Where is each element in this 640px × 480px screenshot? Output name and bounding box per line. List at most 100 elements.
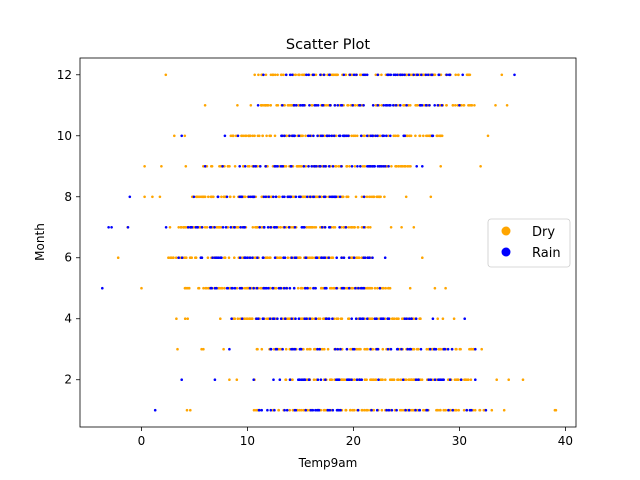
data-point-dry: [363, 347, 366, 351]
data-point-dry: [420, 378, 424, 382]
data-point-dry: [374, 378, 378, 382]
data-point-rain: [386, 347, 390, 351]
legend-label-rain: Rain: [532, 246, 561, 261]
data-point-rain: [293, 256, 297, 260]
data-point-rain: [252, 378, 255, 382]
data-point-dry: [438, 347, 441, 351]
data-point-rain: [468, 408, 472, 412]
data-point-rain: [306, 134, 310, 138]
data-point-dry: [203, 195, 207, 199]
data-point-dry: [436, 317, 440, 321]
data-point-rain: [433, 378, 437, 382]
data-point-rain: [255, 286, 259, 290]
data-point-rain: [339, 408, 342, 412]
data-point-rain: [332, 134, 336, 138]
data-point-rain: [403, 317, 407, 321]
data-point-rain: [394, 104, 398, 107]
data-point-rain: [321, 134, 325, 138]
data-point-dry: [253, 73, 256, 77]
data-point-rain: [340, 165, 343, 168]
data-point-rain: [359, 134, 363, 138]
data-point-rain: [340, 256, 343, 260]
data-point-rain: [283, 226, 286, 229]
y-tick-label: 2: [64, 373, 72, 387]
data-point-rain: [314, 408, 317, 412]
data-point-dry: [344, 73, 348, 77]
data-point-rain: [420, 104, 424, 107]
data-point-dry: [380, 286, 384, 290]
data-point-rain: [248, 286, 252, 290]
data-point-dry: [376, 286, 379, 290]
data-point-dry: [264, 73, 268, 77]
data-point-rain: [420, 73, 423, 77]
data-point-rain: [282, 286, 286, 290]
data-point-rain: [305, 73, 308, 77]
data-point-rain: [180, 378, 183, 382]
legend-label-dry: Dry: [532, 225, 555, 240]
data-point-rain: [437, 73, 441, 77]
data-point-dry: [469, 378, 473, 382]
data-point-rain: [257, 317, 260, 321]
data-point-dry: [353, 134, 357, 138]
data-point-dry: [182, 226, 185, 229]
data-point-rain: [319, 73, 322, 77]
data-point-dry: [387, 286, 390, 290]
data-point-dry: [246, 165, 250, 168]
data-point-rain: [378, 286, 382, 290]
data-point-rain: [269, 226, 273, 229]
data-point-rain: [288, 134, 291, 138]
data-point-dry: [316, 195, 319, 199]
data-point-rain: [284, 73, 288, 77]
data-point-rain: [301, 104, 304, 107]
data-point-rain: [283, 408, 286, 412]
data-point-dry: [249, 317, 253, 321]
data-point-rain: [295, 104, 298, 107]
y-tick-label: 6: [64, 251, 72, 265]
data-point-rain: [186, 226, 190, 229]
data-point-rain: [447, 408, 450, 412]
data-point-rain: [406, 347, 409, 351]
data-point-rain: [278, 378, 282, 382]
data-point-rain: [293, 226, 297, 229]
data-point-dry: [179, 226, 183, 229]
data-point-rain: [283, 195, 286, 199]
data-point-dry: [380, 378, 384, 382]
data-point-dry: [416, 104, 420, 107]
data-point-rain: [218, 256, 222, 260]
data-point-rain: [322, 165, 326, 168]
data-point-dry: [366, 226, 370, 229]
data-point-rain: [285, 286, 289, 290]
data-point-rain: [313, 104, 317, 107]
data-point-rain: [213, 226, 216, 229]
data-point-rain: [383, 165, 387, 168]
data-point-dry: [363, 165, 367, 168]
data-point-rain: [318, 195, 322, 199]
data-point-rain: [251, 256, 254, 260]
data-point-dry: [468, 104, 472, 107]
data-point-rain: [309, 408, 313, 412]
data-point-dry: [255, 226, 258, 229]
data-point-rain: [249, 195, 253, 199]
data-point-dry: [339, 317, 343, 321]
data-point-dry: [470, 347, 473, 351]
data-point-dry: [395, 317, 398, 321]
data-point-rain: [319, 378, 323, 382]
data-point-rain: [299, 104, 302, 107]
data-point-rain: [352, 256, 356, 260]
data-point-rain: [458, 104, 461, 107]
data-point-dry: [392, 378, 396, 382]
data-point-dry: [242, 165, 245, 168]
data-point-rain: [387, 165, 390, 168]
data-point-dry: [360, 226, 364, 229]
data-point-rain: [281, 195, 284, 199]
data-point-dry: [304, 134, 307, 138]
data-point-dry: [298, 73, 301, 77]
data-point-dry: [377, 317, 381, 321]
data-point-rain: [271, 286, 275, 290]
data-point-dry: [291, 408, 295, 412]
data-point-dry: [422, 134, 425, 138]
data-point-rain: [354, 317, 358, 321]
data-point-dry: [380, 104, 384, 107]
data-point-rain: [358, 378, 361, 382]
data-point-dry: [307, 226, 311, 229]
